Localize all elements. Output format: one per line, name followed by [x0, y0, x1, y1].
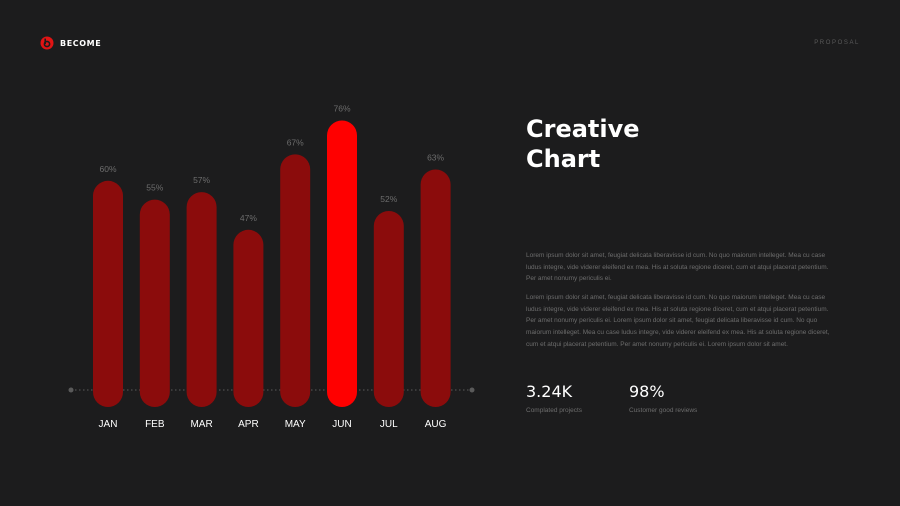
value-label-feb: 55% — [146, 183, 163, 193]
page-title: Creative Chart — [526, 114, 826, 174]
value-label-jul: 52% — [380, 194, 397, 204]
category-label-may: MAY — [285, 419, 306, 430]
category-label-jan: JAN — [99, 419, 118, 430]
baseline-start-dot — [68, 387, 74, 393]
category-label-mar: MAR — [190, 419, 212, 430]
title-line-1: Creative — [526, 115, 640, 143]
bar-feb — [139, 199, 170, 407]
category-label-aug: AUG — [425, 419, 447, 430]
bar-chart: 60% JAN 55% FEB 57% MAR 47% APR 67% MAY 76% JUN 52% J… — [68, 103, 475, 430]
value-label-apr: 47% — [240, 213, 257, 223]
bar-jun — [327, 120, 357, 407]
category-label-feb: FEB — [145, 419, 165, 430]
category-label-jun: JUN — [332, 419, 351, 430]
value-label-may: 67% — [287, 137, 304, 147]
chart-baseline — [68, 387, 475, 393]
bar-jul — [373, 210, 404, 407]
bar-jan — [93, 180, 123, 407]
value-label-mar: 57% — [193, 175, 210, 185]
bar-aug — [420, 169, 451, 407]
body-paragraph-1: Lorem ipsum dolor sit amet, feugiat deli… — [526, 252, 829, 283]
value-label-aug: 63% — [427, 152, 444, 162]
bar-apr — [233, 229, 264, 407]
stat-reviews: 98% Customer good reviews — [629, 382, 697, 414]
chart-bars: 60% JAN 55% FEB 57% MAR 47% APR 67% MAY 76% JUN 52% J… — [93, 103, 451, 430]
bar-mar — [186, 192, 217, 407]
value-label-jan: 60% — [99, 164, 116, 174]
category-label-jul: JUL — [380, 419, 398, 430]
section-label: PROPOSAL — [814, 40, 860, 46]
value-label-jun: 76% — [333, 103, 350, 113]
title-line-2: Chart — [526, 145, 601, 173]
baseline-end-dot — [469, 387, 475, 393]
stat-value: 3.24K — [526, 382, 573, 401]
category-label-apr: APR — [238, 419, 259, 430]
stat-label: Customer good reviews — [629, 407, 698, 414]
brand-name: BECOME — [60, 38, 102, 48]
body-paragraph-2: Lorem ipsum dolor sit amet, feugiat deli… — [526, 294, 830, 348]
stat-projects: 3.24K Complated projects — [526, 382, 582, 414]
logo-icon — [40, 36, 54, 50]
bar-may — [280, 154, 311, 407]
stat-label: Complated projects — [526, 407, 582, 414]
stat-value: 98% — [629, 382, 665, 401]
brand-logo[interactable]: BECOME — [40, 36, 101, 50]
